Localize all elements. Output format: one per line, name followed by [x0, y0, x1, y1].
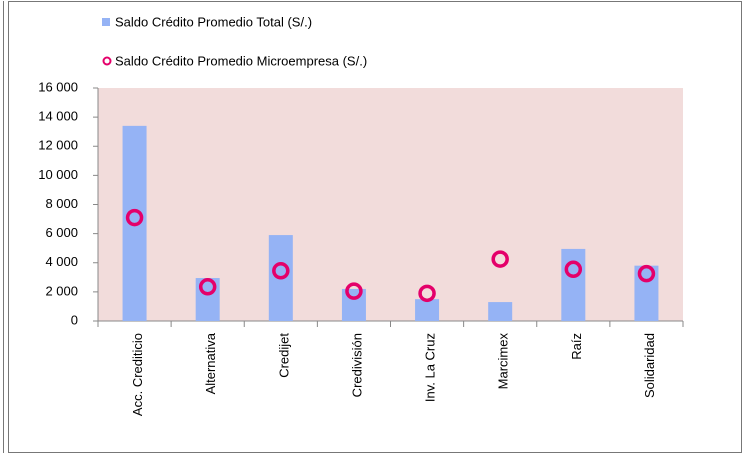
- legend-label: Saldo Crédito Promedio Total (S/.): [115, 14, 312, 29]
- y-tick-label: 6 000: [45, 225, 78, 240]
- x-tick-label: Credijet: [276, 333, 291, 378]
- marker: [637, 264, 656, 283]
- x-tick-label: Solidaridad: [642, 333, 657, 398]
- marker: [272, 262, 290, 280]
- bar: [341, 288, 366, 321]
- x-tick-label: Inv. La Cruz: [423, 333, 438, 402]
- legend-swatch: [102, 56, 112, 66]
- bar: [561, 248, 586, 321]
- legend-swatch: [102, 18, 110, 26]
- x-tick-label: Marcimex: [496, 333, 511, 390]
- marker: [564, 260, 583, 279]
- y-tick-label: 2 000: [45, 283, 78, 298]
- y-tick-label: 0: [71, 312, 78, 327]
- y-tick-label: 14 000: [38, 109, 78, 124]
- marker: [198, 278, 217, 296]
- y-tick-label: 4 000: [45, 254, 78, 269]
- y-tick-label: 10 000: [38, 167, 78, 182]
- x-tick-label: Credivisión: [349, 333, 364, 397]
- y-tick-label: 16 000: [38, 79, 78, 94]
- marker: [418, 284, 436, 303]
- bar: [488, 302, 513, 321]
- x-tick-label: Raíz: [569, 333, 584, 360]
- x-tick-label: Alternativa: [203, 332, 218, 394]
- plot-area: [98, 88, 683, 321]
- bar: [415, 299, 440, 321]
- y-tick-label: 12 000: [38, 138, 78, 153]
- legend-label: Saldo Crédito Promedio Microempresa (S/.…: [115, 53, 367, 68]
- marker: [125, 208, 144, 227]
- marker: [345, 282, 363, 300]
- marker: [491, 250, 509, 268]
- x-tick-label: Acc. Crediticio: [130, 333, 145, 416]
- y-tick-label: 8 000: [45, 196, 78, 211]
